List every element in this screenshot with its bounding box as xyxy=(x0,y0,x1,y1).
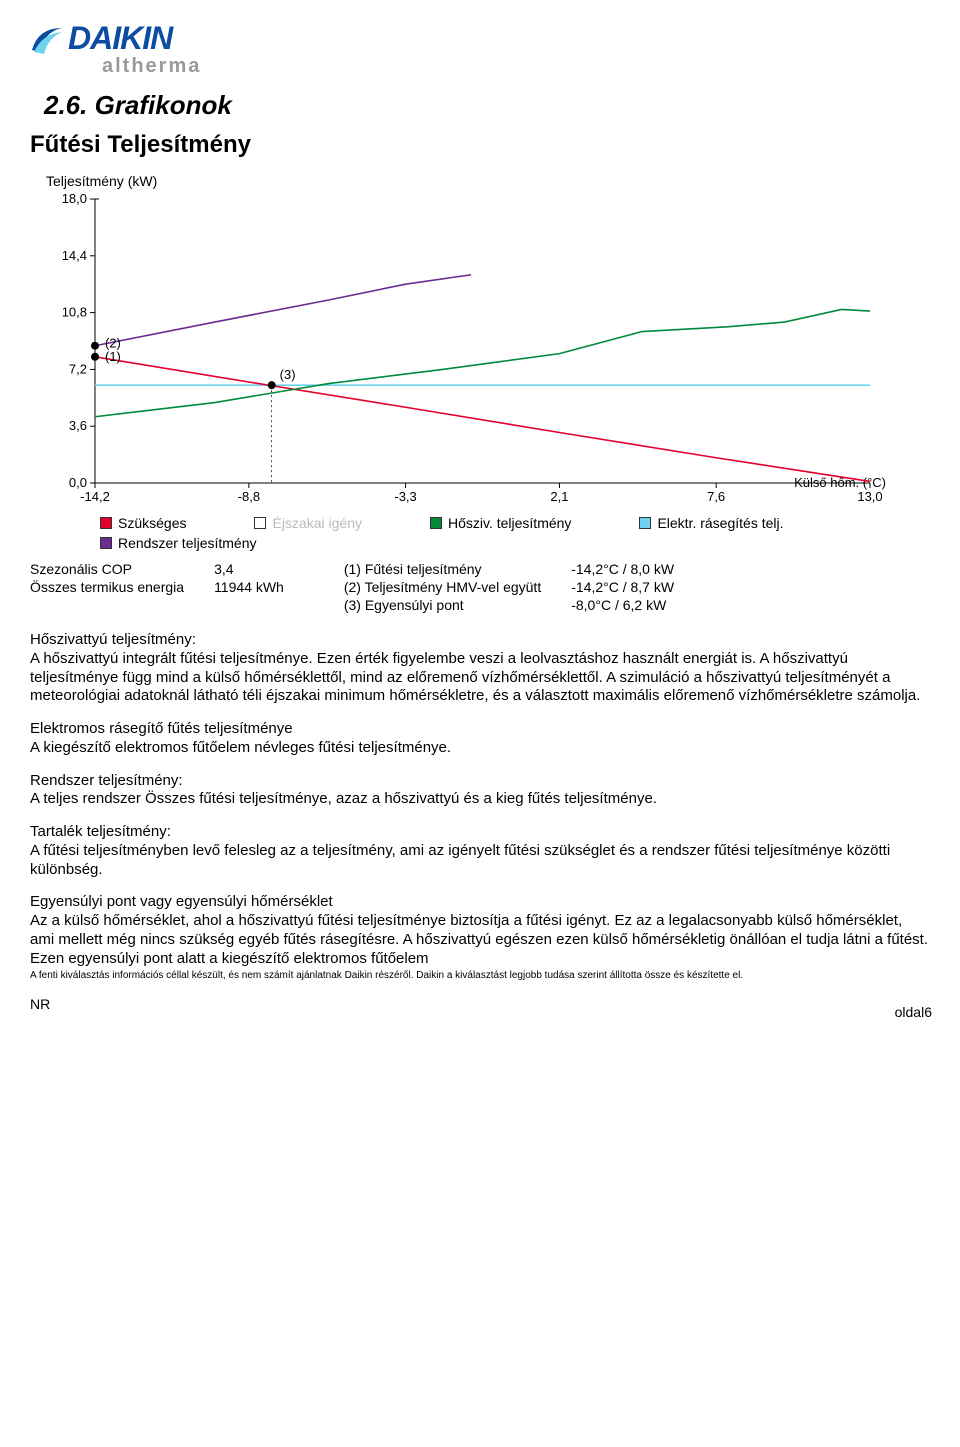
subsection-title: Fűtési Teljesítmény xyxy=(30,131,930,159)
paragraph: Hőszivattyú teljesítmény: A hőszivattyú … xyxy=(30,631,930,706)
summary-key: Összes termikus energia xyxy=(30,579,184,595)
paragraph: Tartalék teljesítmény: A fűtési teljesít… xyxy=(30,823,930,879)
paragraph-body: A hőszivattyú integrált fűtési teljesítm… xyxy=(30,650,920,705)
svg-text:13,0: 13,0 xyxy=(857,489,882,504)
legend-elektr: Elektr. rásegítés telj. xyxy=(639,515,783,531)
svg-text:(3): (3) xyxy=(280,367,296,382)
legend-szukseges: Szükséges xyxy=(100,515,186,531)
legend-swatch xyxy=(430,517,442,529)
summary-key: Szezonális COP xyxy=(30,561,184,577)
daikin-logo: DAIKIN xyxy=(30,20,930,57)
svg-text:14,4: 14,4 xyxy=(62,248,87,263)
svg-text:(1): (1) xyxy=(105,349,121,364)
paragraph: Rendszer teljesítmény: A teljes rendszer… xyxy=(30,772,930,810)
performance-chart: 18,0 14,4 10,8 7,2 3,6 0,0-14,2 -8,8 -3,3 2,1 7,6… xyxy=(40,191,890,511)
section-title: 2.6. Grafikonok xyxy=(44,90,930,121)
summary-left-vals: 3,4 11944 kWh xyxy=(214,561,284,613)
legend-label: Hősziv. teljesítmény xyxy=(448,515,571,531)
summary-value: 3,4 xyxy=(214,561,284,577)
paragraph-body: Az a külső hőmérséklet, ahol a hőszivatt… xyxy=(30,912,928,967)
legend-label: Elektr. rásegítés telj. xyxy=(657,515,783,531)
legend-swatch xyxy=(100,517,112,529)
paragraph-title: Hőszivattyú teljesítmény: xyxy=(30,631,930,650)
legend-swatch xyxy=(639,517,651,529)
svg-text:7,2: 7,2 xyxy=(69,361,87,376)
legend-ejszakai: Éjszakai igény xyxy=(254,515,362,531)
legend-label: Rendszer teljesítmény xyxy=(118,535,257,551)
swoosh-icon xyxy=(30,22,64,56)
summary-key: (3) Egyensúlyi pont xyxy=(344,597,541,613)
paragraph-body: A kiegészítő elektromos fűtőelem névlege… xyxy=(30,739,451,756)
chart-legend-row-2: Rendszer teljesítmény xyxy=(100,535,890,551)
paragraph-title: Tartalék teljesítmény: xyxy=(30,823,930,842)
svg-text:3,6: 3,6 xyxy=(69,418,87,433)
summary-value: -14,2°C / 8,0 kW xyxy=(571,561,674,577)
legend-hosz: Hősziv. teljesítmény xyxy=(430,515,571,531)
summary-key: (1) Fűtési teljesítmény xyxy=(344,561,541,577)
paragraph-body: A fűtési teljesítményben levő felesleg a… xyxy=(30,842,890,878)
summary-value: -8,0°C / 6,2 kW xyxy=(571,597,674,613)
svg-text:(2): (2) xyxy=(105,336,121,351)
chart-legend: Szükséges Éjszakai igény Hősziv. teljesí… xyxy=(100,515,890,531)
summary-right-vals: -14,2°C / 8,0 kW -14,2°C / 8,7 kW -8,0°C… xyxy=(571,561,674,613)
legend-label: Éjszakai igény xyxy=(272,515,362,531)
legend-label: Szükséges xyxy=(118,515,186,531)
summary-left-keys: Szezonális COP Összes termikus energia xyxy=(30,561,184,613)
paragraph-title: Rendszer teljesítmény: xyxy=(30,772,930,791)
logo-block: DAIKIN altherma xyxy=(30,20,930,78)
chart-container: Teljesítmény (kW) 18,014,410,87,23,60,0-… xyxy=(40,173,890,551)
legend-swatch xyxy=(254,517,266,529)
paragraph-title: Egyensúlyi pont vagy egyensúlyi hőmérsék… xyxy=(30,893,930,912)
paragraph: Elektromos rásegítő fűtés teljesítménye … xyxy=(30,720,930,758)
svg-text:18,0: 18,0 xyxy=(62,191,87,206)
legend-swatch xyxy=(100,537,112,549)
brand-text: DAIKIN xyxy=(68,20,172,57)
svg-text:-3,3: -3,3 xyxy=(394,489,416,504)
footer-right: oldal6 xyxy=(895,1004,932,1020)
svg-text:0,0: 0,0 xyxy=(69,475,87,490)
page: DAIKIN altherma 2.6. Grafikonok Fűtési T… xyxy=(0,0,960,1032)
summary-right-keys: (1) Fűtési teljesítmény (2) Teljesítmény… xyxy=(344,561,541,613)
svg-text:2,1: 2,1 xyxy=(550,489,568,504)
svg-text:-8,8: -8,8 xyxy=(238,489,260,504)
svg-text:7,6: 7,6 xyxy=(707,489,725,504)
paragraph-body: A teljes rendszer Összes fűtési teljesít… xyxy=(30,790,657,807)
subbrand-text: altherma xyxy=(102,55,930,78)
svg-text:-14,2: -14,2 xyxy=(80,489,110,504)
summary-value: 11944 kWh xyxy=(214,579,284,595)
summary-block: Szezonális COP Összes termikus energia 3… xyxy=(30,561,930,613)
paragraph: Egyensúlyi pont vagy egyensúlyi hőmérsék… xyxy=(30,893,930,968)
paragraph-title: Elektromos rásegítő fűtés teljesítménye xyxy=(30,720,930,739)
summary-value: -14,2°C / 8,7 kW xyxy=(571,579,674,595)
disclaimer-text: A fenti kiválasztás információs céllal k… xyxy=(30,970,930,982)
chart-y-axis-label: Teljesítmény (kW) xyxy=(46,173,890,189)
footer-left: NR xyxy=(30,996,930,1012)
summary-key: (2) Teljesítmény HMV-vel együtt xyxy=(344,579,541,595)
legend-rendszer: Rendszer teljesítmény xyxy=(100,535,257,551)
svg-text:10,8: 10,8 xyxy=(62,305,87,320)
